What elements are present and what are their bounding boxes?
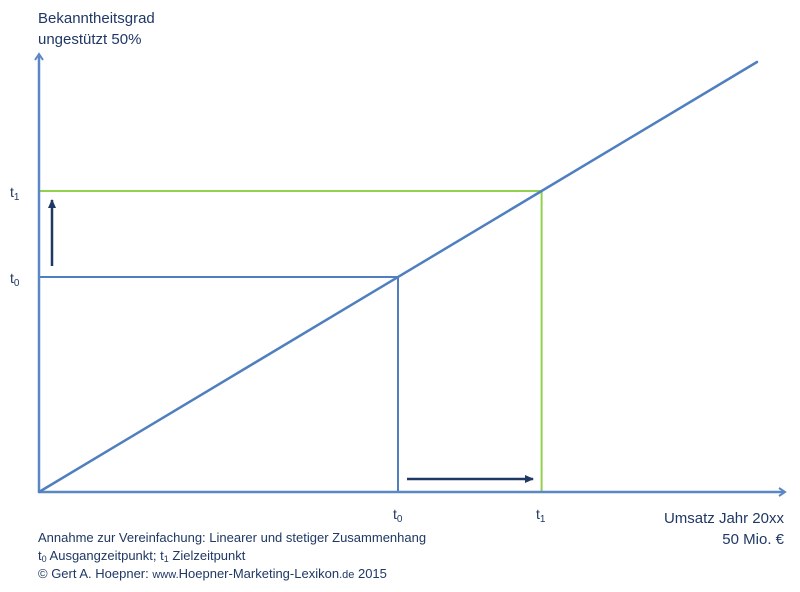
tick-base: t: [10, 184, 14, 200]
y-axis-label-line: Bekanntheitsgrad: [38, 10, 155, 27]
url-de: .de: [339, 569, 355, 581]
note-legend: t0 Ausgangzeitpunkt; t1 Zielzeitpunkt: [38, 547, 426, 565]
footnotes: Annahme zur Vereinfachung: Linearer und …: [38, 529, 426, 584]
url-main: Hoepner-Marketing-Lexikon: [178, 566, 340, 581]
note-t0-text: Ausgangzeitpunkt;: [49, 548, 161, 563]
tick-base: t: [536, 506, 540, 522]
note-t1-sub: 1: [163, 554, 169, 564]
tick-sub: 1: [539, 514, 546, 525]
copyright-year: 2015: [354, 566, 387, 581]
y-tick-t0: t0: [10, 269, 20, 289]
copyright-prefix: © Gert A. Hoepner:: [38, 566, 153, 581]
y-axis-label-line: ungestützt 50%: [38, 31, 142, 48]
note-t1-base: t: [160, 548, 164, 563]
series-group: [37, 60, 759, 494]
note-t0-sub: 0: [41, 554, 47, 564]
x-axis-label: Umsatz Jahr 20xx 50 Mio. €: [664, 508, 784, 550]
series-line-0: [37, 60, 759, 494]
x-axis-label-line: Umsatz Jahr 20xx: [663, 510, 784, 527]
tick-sub: 0: [13, 278, 20, 289]
tick-base: t: [10, 270, 14, 286]
tick-sub: 0: [396, 514, 403, 525]
y-axis-label: Bekanntheitsgrad ungestützt 50%: [38, 8, 155, 50]
x-axis-label-line: 50 Mio. €: [722, 531, 784, 548]
x-tick-t1: t1: [536, 505, 546, 525]
y-tick-t1: t1: [10, 183, 20, 203]
x-tick-t0: t0: [393, 505, 403, 525]
note-copyright: © Gert A. Hoepner: www.Hoepner-Marketing…: [38, 565, 426, 584]
url-www: www.: [152, 569, 179, 581]
axes: [34, 52, 787, 497]
note-t0-base: t: [38, 548, 42, 563]
tick-sub: 1: [13, 192, 20, 203]
guide-lines: [39, 190, 543, 492]
tick-base: t: [393, 506, 397, 522]
note-assumption: Annahme zur Vereinfachung: Linearer und …: [38, 530, 427, 545]
note-t1-text: Zielzeitpunkt: [172, 548, 246, 563]
